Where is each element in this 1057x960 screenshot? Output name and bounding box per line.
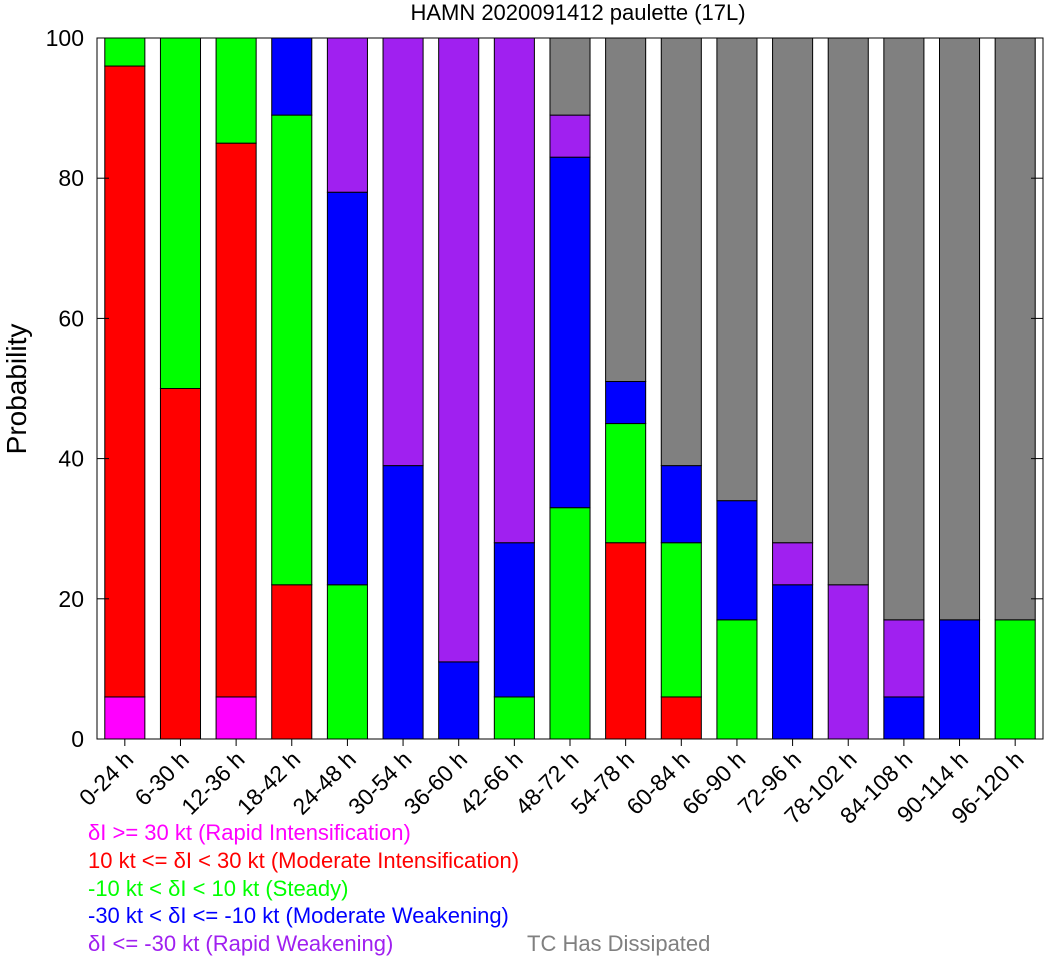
bar-segment-6-30h-s2 bbox=[159, 37, 202, 389]
bar-segment-18-42h-s1 bbox=[271, 584, 313, 740]
bar-segment-24-48h-s2 bbox=[326, 584, 368, 740]
y-tick-label-40: 40 bbox=[58, 446, 84, 472]
bar-segment-60-84h-s1 bbox=[660, 696, 702, 740]
bar-segment-66-90h-s3 bbox=[716, 500, 758, 621]
bar-segment-60-84h-s2 bbox=[660, 542, 702, 698]
bar-segment-48-72h-s4 bbox=[549, 114, 591, 158]
legend-rapid-intensification: δI >= 30 kt (Rapid Intensification) bbox=[88, 820, 411, 845]
bar-segment-0-24h-s0 bbox=[104, 696, 146, 740]
bar-segment-36-60h-s3 bbox=[438, 661, 480, 740]
legend-rapid-weakening: δI <= -30 kt (Rapid Weakening) bbox=[88, 931, 394, 956]
bar-segment-96-120h-s5 bbox=[994, 37, 1036, 621]
bar-segment-0-24h-s1 bbox=[104, 65, 146, 698]
bar-segment-84-108h-s4 bbox=[883, 619, 925, 698]
bar-segment-42-66h-s4 bbox=[493, 37, 535, 544]
bar-segment-54-78h-s1 bbox=[605, 542, 647, 740]
x-tick-labels: 0-24 h6-30 h12-36 h18-42 h24-48 h30-54 h… bbox=[74, 746, 1029, 829]
bar-segment-60-84h-s5 bbox=[660, 37, 702, 467]
bar-segment-12-36h-s2 bbox=[215, 37, 257, 144]
bar-segment-30-54h-s4 bbox=[382, 37, 424, 467]
legend-moderate-intensification: 10 kt <= δI < 30 kt (Moderate Intensific… bbox=[88, 848, 520, 873]
bar-segment-90-114h-s3 bbox=[939, 619, 981, 740]
bar-segment-12-36h-s1 bbox=[215, 142, 257, 698]
bar-segment-84-108h-s5 bbox=[883, 37, 925, 621]
bar-segment-60-84h-s3 bbox=[660, 465, 702, 544]
bar-segment-54-78h-s5 bbox=[605, 37, 647, 382]
legend-tc-dissipated: TC Has Dissipated bbox=[527, 931, 711, 956]
y-tick-label-80: 80 bbox=[58, 165, 84, 191]
chart-title: HAMN 2020091412 paulette (17L) bbox=[410, 0, 745, 25]
y-tick-labels: 0 20 40 60 80 100 bbox=[46, 25, 84, 752]
bar-segment-48-72h-s5 bbox=[549, 37, 591, 116]
bar-segment-36-60h-s4 bbox=[438, 37, 480, 663]
bar-segment-66-90h-s2 bbox=[716, 619, 758, 740]
bar-segment-66-90h-s5 bbox=[716, 37, 758, 502]
bar-segment-24-48h-s3 bbox=[326, 191, 368, 586]
bar-segment-18-42h-s3 bbox=[271, 37, 313, 116]
bar-segment-96-120h-s2 bbox=[994, 619, 1036, 740]
bars-group bbox=[104, 37, 1036, 740]
axes-group bbox=[96, 37, 1044, 746]
x-tick-label-0-24h: 0-24 h bbox=[74, 746, 139, 811]
bar-segment-72-96h-s5 bbox=[772, 37, 814, 544]
legend-moderate-weakening: -30 kt < δI <= -10 kt (Moderate Weakenin… bbox=[88, 903, 509, 928]
bar-segment-24-48h-s4 bbox=[326, 37, 368, 193]
y-tick-label-60: 60 bbox=[58, 305, 84, 331]
bar-segment-78-102h-s5 bbox=[827, 37, 869, 586]
y-axis-label: Probability bbox=[1, 324, 32, 455]
legend-steady: -10 kt < δI < 10 kt (Steady) bbox=[88, 876, 349, 901]
bar-segment-48-72h-s2 bbox=[549, 507, 591, 740]
bar-segment-42-66h-s3 bbox=[493, 542, 535, 698]
bar-segment-6-30h-s1 bbox=[159, 388, 202, 740]
bar-segment-72-96h-s4 bbox=[772, 542, 814, 586]
bar-segment-48-72h-s3 bbox=[549, 156, 591, 509]
bar-segment-42-66h-s2 bbox=[493, 696, 535, 740]
bar-segment-78-102h-s4 bbox=[827, 584, 869, 740]
bar-segment-90-114h-s5 bbox=[939, 37, 981, 621]
bar-segment-54-78h-s2 bbox=[605, 423, 647, 544]
bar-segment-30-54h-s3 bbox=[382, 465, 424, 740]
y-tick-label-100: 100 bbox=[46, 25, 84, 51]
bar-segment-54-78h-s3 bbox=[605, 380, 647, 425]
y-tick-label-20: 20 bbox=[58, 586, 84, 612]
bar-segment-84-108h-s3 bbox=[883, 696, 925, 740]
bar-segment-12-36h-s0 bbox=[215, 696, 257, 740]
bar-segment-18-42h-s2 bbox=[271, 114, 313, 586]
bar-segment-72-96h-s3 bbox=[772, 584, 814, 740]
y-tick-label-0: 0 bbox=[71, 726, 84, 752]
bar-segment-0-24h-s2 bbox=[104, 37, 146, 67]
